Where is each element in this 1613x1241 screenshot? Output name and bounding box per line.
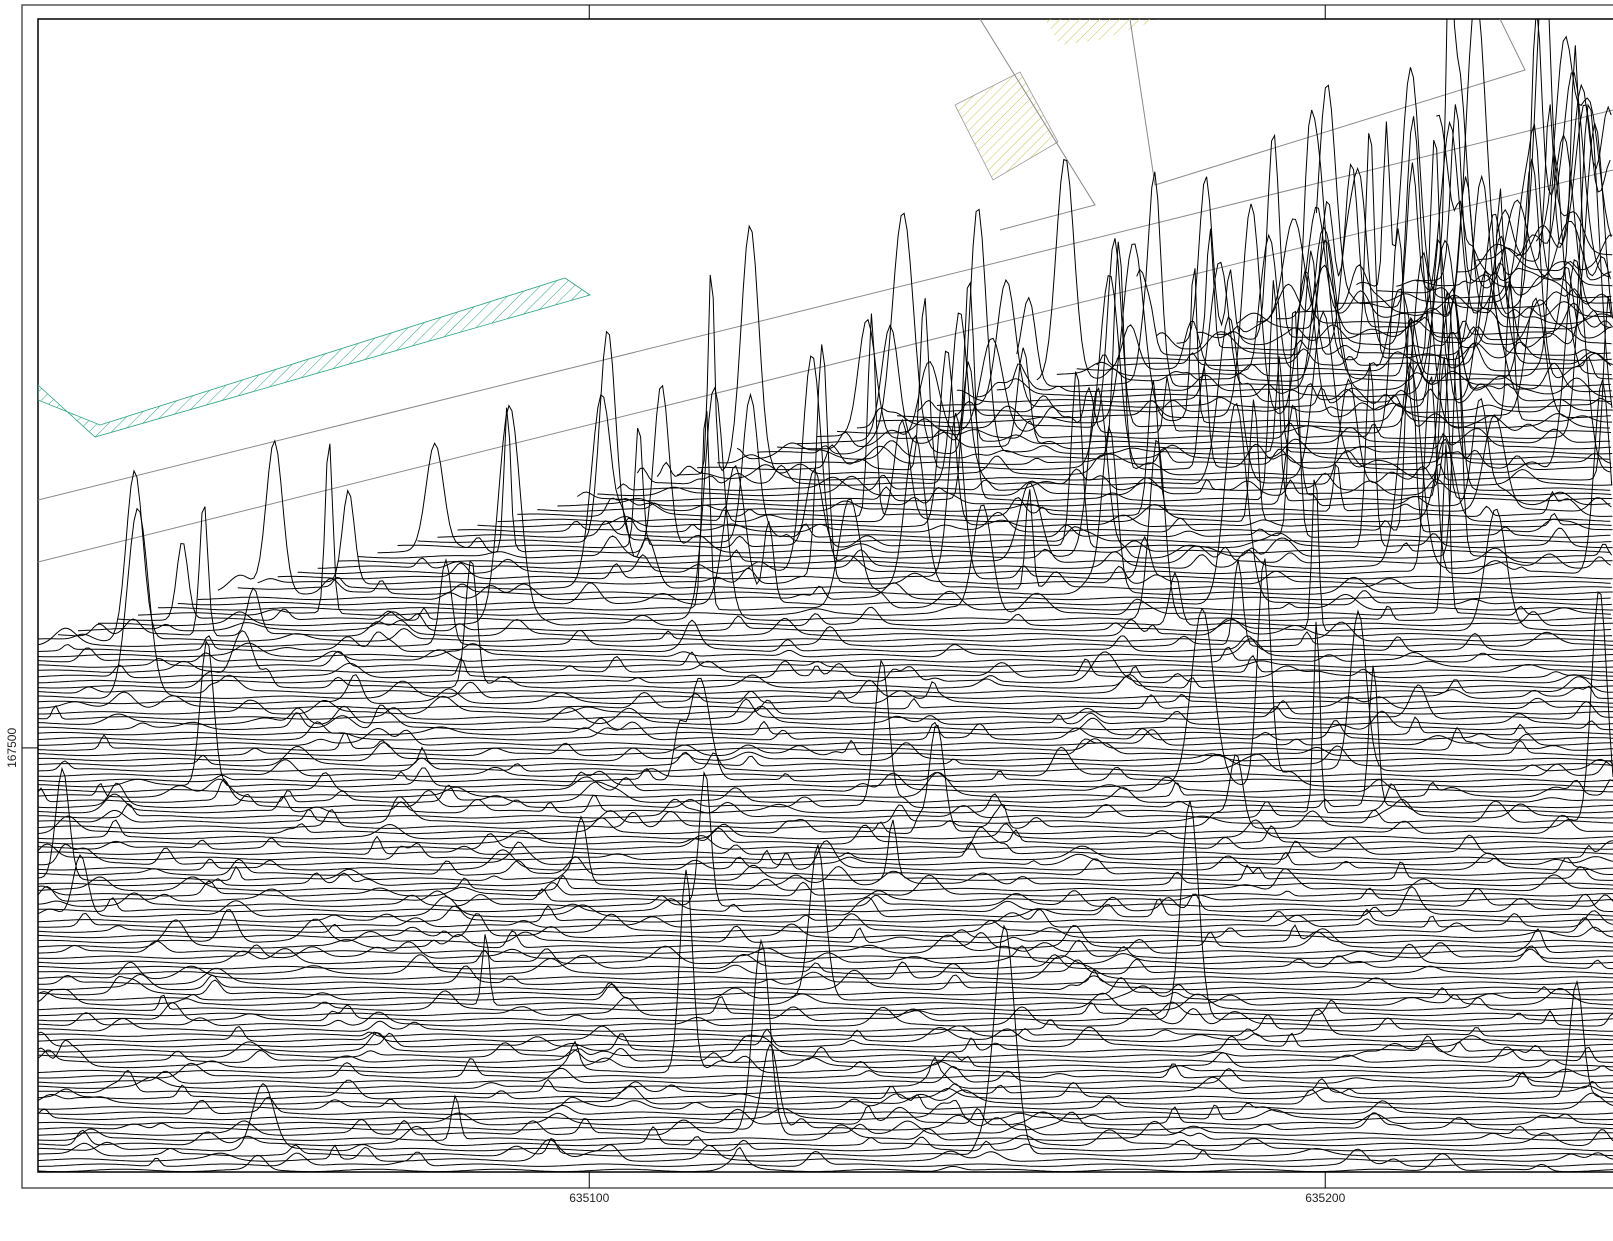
y-tick-label: 167500 [5, 728, 19, 768]
trace [38, 944, 1613, 963]
trace [38, 1149, 1613, 1166]
trace [38, 920, 1613, 948]
trace [38, 747, 1613, 776]
trace [38, 991, 1613, 1011]
map: 635100 635200 167500 [0, 0, 1613, 1241]
trace [38, 656, 1613, 673]
trace [358, 351, 1612, 558]
trace [38, 658, 1613, 677]
trace [38, 729, 1613, 746]
page: 635100635200167500 (() => { const data =… [0, 0, 1613, 1241]
trace [38, 739, 1613, 756]
trace [38, 1126, 1613, 1145]
trace [38, 651, 1613, 667]
trace [38, 941, 1613, 1136]
boundary-line [1130, 19, 1525, 185]
traces [38, 0, 1613, 1172]
trace [1376, 0, 1610, 293]
trace [38, 717, 1613, 735]
trace [1456, 235, 1612, 272]
trace [1316, 85, 1610, 308]
trace [38, 1086, 1613, 1104]
x-tick-label: 635100 [569, 1191, 609, 1205]
trace [38, 841, 1613, 870]
hatched-zone [955, 72, 1058, 180]
trace [38, 1070, 1613, 1093]
trace [38, 721, 1613, 740]
trace [917, 395, 1613, 412]
x-tick-label: 635200 [1305, 1191, 1345, 1205]
trace [38, 914, 1613, 938]
trace [38, 966, 1613, 984]
overlay [38, 0, 1613, 1172]
hatched-zone [1045, 19, 1160, 45]
trace [198, 583, 1611, 600]
trace [38, 820, 1613, 839]
trace [38, 1059, 1613, 1078]
trace [38, 1015, 1613, 1032]
trace [697, 276, 1612, 470]
trace [38, 1066, 1613, 1083]
trace [737, 439, 1610, 459]
trace [38, 1093, 1613, 1109]
